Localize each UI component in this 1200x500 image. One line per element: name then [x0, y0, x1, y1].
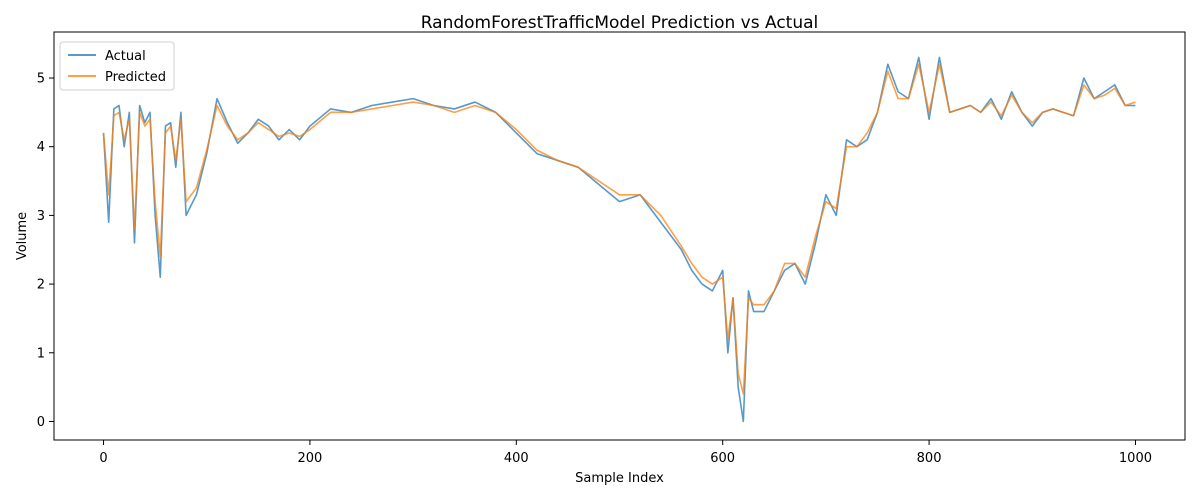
legend: Actual Predicted [59, 41, 175, 91]
y-tick-label: 4 [37, 140, 45, 155]
x-axis-ticks: 0 200 400 600 800 1000 [99, 440, 1152, 466]
series-line-predicted [102, 63, 1136, 395]
x-tick-label: 0 [99, 451, 107, 466]
x-tick-label: 600 [710, 451, 735, 466]
y-axis-label: Volume [15, 212, 30, 260]
legend-label-predicted: Predicted [105, 70, 166, 85]
y-tick-label: 3 [37, 209, 45, 224]
y-tick-label: 5 [37, 72, 45, 87]
y-axis-ticks: 0 1 2 3 4 5 [37, 72, 54, 430]
x-tick-label: 1000 [1119, 451, 1152, 466]
y-tick-label: 1 [37, 346, 45, 361]
y-tick-label: 2 [37, 278, 45, 293]
y-tick-label: 0 [37, 415, 45, 430]
series-layer [102, 56, 1136, 423]
plot-frame [53, 31, 1186, 441]
x-tick-label: 800 [917, 451, 942, 466]
legend-label-actual: Actual [105, 49, 146, 64]
plot-background [54, 32, 1185, 440]
x-tick-label: 200 [298, 451, 323, 466]
x-axis-label: Sample Index [575, 471, 664, 486]
x-tick-label: 400 [504, 451, 529, 466]
chart-title: RandomForestTrafficModel Prediction vs A… [421, 13, 819, 33]
